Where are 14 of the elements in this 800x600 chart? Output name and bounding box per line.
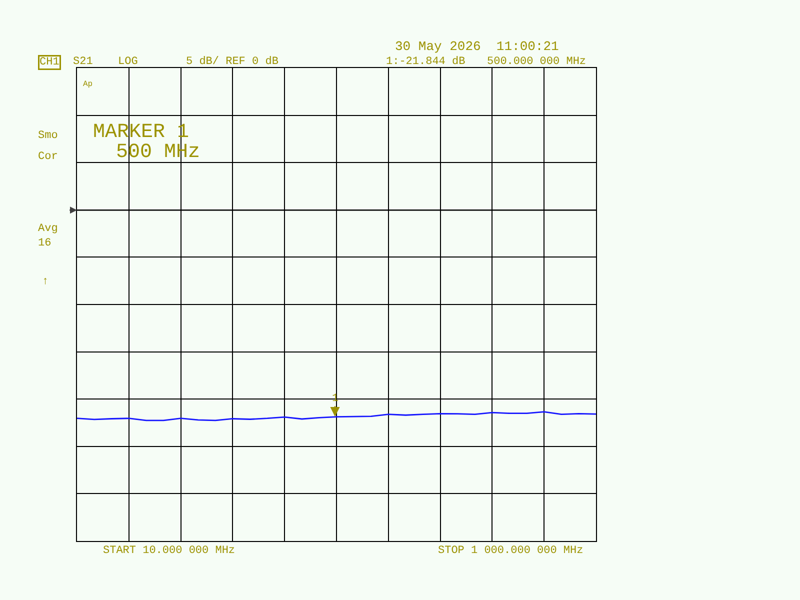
text: CH1 bbox=[40, 56, 60, 68]
text: 30 May 2026 11:00:21 bbox=[395, 39, 560, 54]
text: STOP 1 000.000 000 MHz bbox=[438, 545, 584, 557]
text: Avg 16 bbox=[38, 223, 58, 250]
text: Ap bbox=[83, 80, 93, 89]
text: ↑ bbox=[42, 276, 49, 288]
text: LOG bbox=[118, 56, 138, 68]
text: S21 bbox=[73, 56, 94, 68]
text: Cor bbox=[38, 151, 58, 163]
text: 5 dB/ REF 0 dB bbox=[186, 56, 279, 68]
text: 1:-21.844 dB bbox=[386, 56, 466, 68]
text: START 10.000 000 MHz bbox=[103, 545, 236, 557]
text: Smo bbox=[38, 130, 58, 142]
text: 500.000 000 MHz bbox=[487, 56, 586, 68]
